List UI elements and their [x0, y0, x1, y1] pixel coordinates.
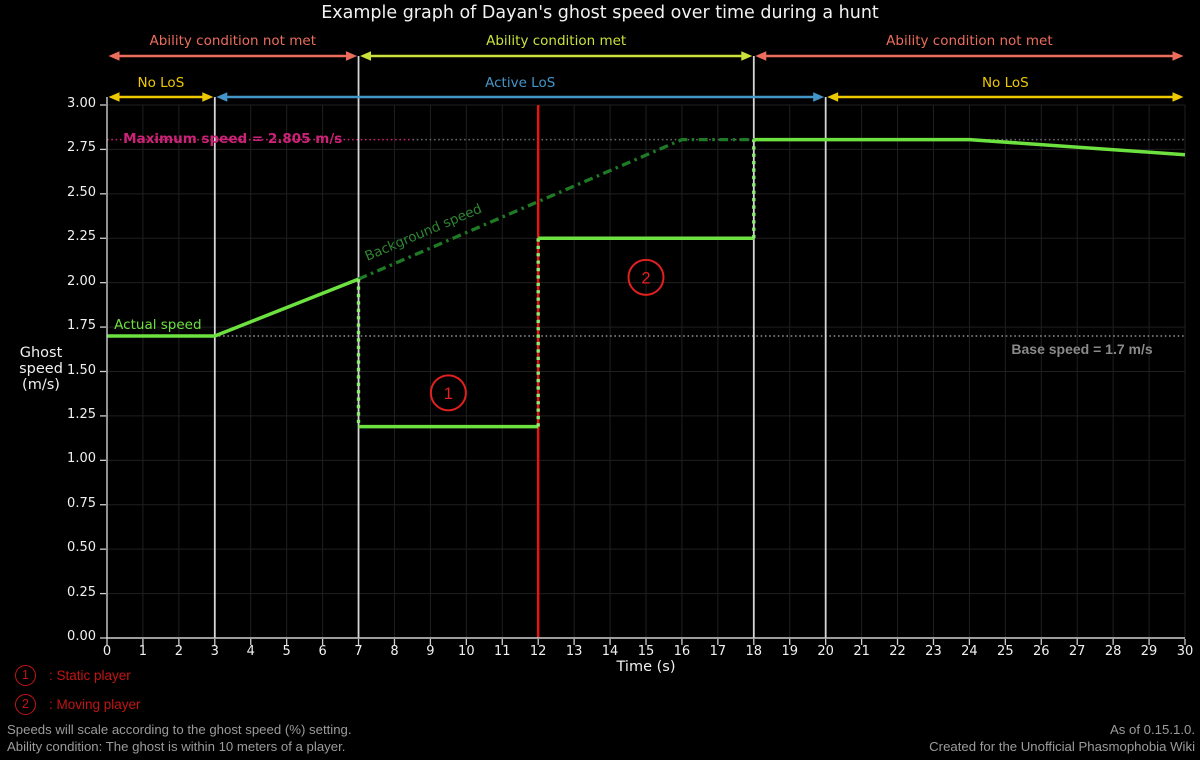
x-tick-label: 17	[709, 644, 727, 659]
footnote-version: As of 0.15.1.0.	[1109, 722, 1195, 737]
marker-circle-2	[627, 258, 665, 296]
x-tick-label: 26	[1032, 644, 1050, 659]
x-tick-label: 6	[318, 644, 327, 659]
y-tick-label: 2.25	[67, 229, 96, 245]
marker-number-1: 1	[444, 385, 453, 403]
chart-title: Example graph of Dayan's ghost speed ove…	[321, 3, 879, 23]
ability-span-label: Ability condition met	[486, 33, 627, 49]
y-tick-label: 0.50	[67, 540, 96, 556]
ability-span-label: Ability condition not met	[149, 33, 317, 49]
x-tick-label: 9	[426, 644, 435, 659]
x-tick-label: 23	[925, 644, 942, 659]
annotation-arrowhead-right	[1172, 92, 1184, 102]
annotation-arrowhead-left	[827, 92, 839, 102]
annotation-arrowhead-right	[741, 51, 753, 61]
y-tick-label: 0.75	[67, 495, 96, 511]
y-tick-label: 1.00	[67, 451, 96, 467]
x-tick-label: 0	[102, 644, 112, 659]
x-tick-label: 1	[138, 644, 148, 659]
y-tick-label: 0.00	[67, 629, 96, 644]
y-tick-label: 3.00	[67, 96, 96, 111]
x-tick-label: 5	[282, 644, 291, 659]
x-tick-label: 18	[745, 644, 763, 659]
marker-number-2: 2	[641, 269, 650, 287]
x-tick-label: 13	[565, 644, 583, 659]
x-tick-label: 14	[601, 644, 619, 659]
x-tick-label: 28	[1104, 644, 1122, 659]
actual-speed-line-segment	[107, 277, 360, 338]
annotation-arrowhead-right	[346, 51, 358, 61]
legend-item-moving-player: 2 : Moving player	[15, 693, 141, 715]
los-span-label: No LoS	[137, 74, 185, 91]
annotation-arrowhead-left	[108, 92, 120, 102]
actual-speed-label: Actual speed	[114, 317, 202, 334]
annotation-arrowhead-right	[202, 92, 214, 102]
x-tick-label: 12	[529, 644, 547, 659]
annotation-arrowhead-right	[813, 92, 825, 102]
y-tick-label: 2.00	[67, 273, 96, 289]
x-tick-label: 15	[637, 644, 655, 659]
y-tick-label: 0.25	[67, 584, 96, 600]
legend-marker-2-icon: 2	[15, 693, 36, 715]
legend-item-static-player: 1 : Static player	[15, 664, 131, 686]
x-tick-label: 24	[961, 644, 978, 659]
annotation-arrowhead-left	[755, 51, 767, 61]
legend-label-static-player: : Static player	[49, 667, 131, 683]
marker-circle-1	[429, 374, 467, 412]
footnote-ability-condition: Ability condition: The ghost is within 1…	[7, 738, 346, 754]
footnote-right: As of 0.15.1.0. Created for the Unoffici…	[929, 722, 1195, 755]
y-tick-label: 1.50	[67, 362, 96, 378]
los-span-label: No LoS	[981, 74, 1029, 91]
footnote-speed-scale: Speeds will scale according to the ghost…	[7, 722, 352, 737]
x-tick-label: 2	[174, 644, 183, 659]
x-tick-label: 3	[210, 644, 219, 659]
y-tick-label: 1.75	[67, 318, 96, 334]
los-span-label: Active LoS	[485, 74, 556, 91]
y-tick-label: 2.75	[67, 140, 96, 156]
legend-marker-1-icon: 1	[15, 664, 36, 686]
annotation-arrowhead-left	[216, 92, 228, 102]
footnote-left: Speeds will scale according to the ghost…	[7, 722, 352, 755]
annotation-arrowhead-right	[1172, 51, 1184, 61]
ability-span-label: Ability condition not met	[886, 33, 1053, 49]
actual-speed-line-segment	[753, 137, 1186, 157]
x-tick-label: 21	[853, 644, 870, 659]
x-tick-label: 22	[889, 644, 906, 659]
x-tick-label: 27	[1068, 644, 1086, 659]
x-tick-label: 29	[1140, 644, 1158, 659]
annotation-arrowhead-left	[108, 51, 120, 61]
x-tick-label: 4	[246, 644, 255, 659]
x-tick-label: 7	[354, 644, 363, 659]
x-tick-label: 8	[390, 644, 399, 659]
x-tick-label: 10	[458, 644, 475, 659]
base-speed-label: Base speed = 1.7 m/s	[1011, 340, 1153, 357]
x-tick-label: 25	[997, 644, 1014, 659]
max-speed-label: Maximum speed = 2.805 m/s	[123, 130, 343, 147]
annotation-arrowhead-left	[360, 51, 372, 61]
x-tick-label: 11	[493, 644, 511, 659]
background-speed-line	[357, 137, 754, 281]
footnote-credit: Created for the Unofficial Phasmophobia …	[929, 738, 1195, 754]
y-tick-label: 2.50	[67, 184, 96, 200]
x-tick-label: 19	[781, 644, 798, 659]
x-tick-label: 30	[1176, 644, 1194, 659]
x-axis-label: Time (s)	[616, 659, 676, 675]
y-tick-label: 1.25	[67, 406, 96, 422]
x-tick-label: 16	[673, 644, 691, 659]
legend-label-moving-player: : Moving player	[49, 696, 141, 712]
x-tick-label: 20	[817, 644, 834, 659]
y-axis-label: Ghost speed (m/s)	[19, 345, 63, 393]
